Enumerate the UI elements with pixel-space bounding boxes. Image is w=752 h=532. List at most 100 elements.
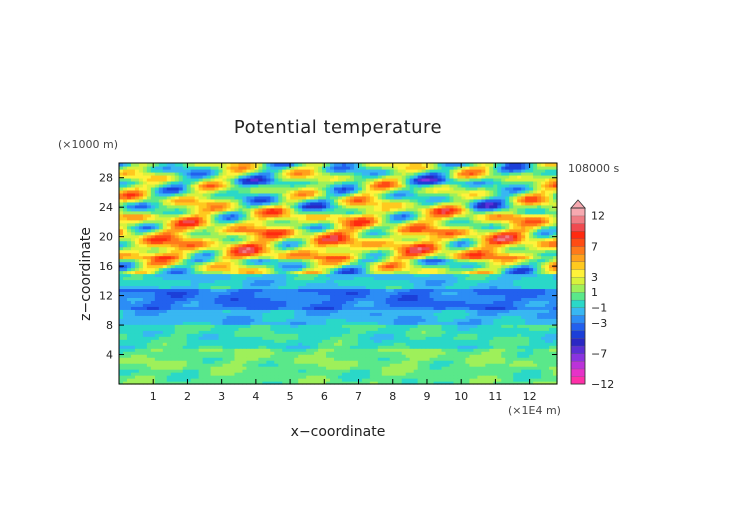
field-cell [365,360,371,364]
field-cell [178,306,184,310]
field-cell [246,282,251,287]
field-cell [409,366,415,370]
field-cell [553,309,558,313]
field-cell [449,249,455,254]
field-cell [345,378,351,382]
field-cell [166,252,172,257]
field-cell [517,318,522,322]
field-cell [477,252,482,257]
field-cell [126,258,132,263]
field-cell [397,306,403,310]
field-cell [138,318,144,322]
field-cell [513,366,518,370]
field-cell [150,363,156,367]
field-cell [119,351,124,355]
field-cell [349,273,355,278]
field-cell [553,270,558,275]
field-cell [330,282,335,287]
field-cell [481,372,486,376]
field-cell [501,342,506,346]
field-cell [126,261,132,266]
field-cell [481,369,486,373]
field-cell [541,339,546,343]
field-cell [449,270,455,275]
field-cell [278,279,283,284]
field-cell [425,261,431,266]
field-cell [533,363,538,367]
field-cell [373,381,379,385]
field-cell [318,258,323,263]
field-cell [345,330,351,334]
field-cell [365,348,371,352]
field-cell [413,369,419,373]
field-cell [549,333,554,337]
field-cell [206,285,212,290]
field-cell [266,255,271,260]
field-cell [194,267,200,272]
field-cell [509,360,514,364]
field-cell [198,273,204,278]
field-cell [369,351,375,355]
field-cell [449,291,455,296]
field-cell [373,357,379,361]
field-cell [373,339,379,343]
field-cell [318,348,323,352]
field-cell [521,360,526,364]
field-cell [413,351,419,355]
field-cell [525,360,530,364]
field-cell [182,306,188,310]
field-cell [218,300,224,304]
field-cell [330,357,335,361]
field-cell [154,321,160,325]
field-cell [158,375,164,379]
field-cell [166,294,172,298]
field-cell [385,342,391,346]
field-cell [429,375,435,379]
field-cell [389,375,395,379]
field-cell [242,372,248,376]
field-cell [541,327,546,331]
field-cell [198,345,204,349]
field-cell [234,276,240,281]
field-cell [409,279,415,284]
field-cell [142,348,148,352]
field-cell [266,369,271,373]
field-cell [537,279,542,284]
field-cell [238,273,244,278]
field-cell [230,273,236,278]
field-cell [254,300,259,304]
field-cell [122,348,128,352]
field-cell [377,279,383,284]
field-cell [425,252,431,257]
field-cell [525,273,530,278]
field-cell [457,312,463,316]
field-cell [278,324,283,328]
field-cell [509,336,514,340]
field-cell [122,312,128,316]
field-cell [334,354,339,358]
field-cell [465,351,470,355]
field-cell [509,366,514,370]
field-cell [126,312,132,316]
field-cell [190,321,196,325]
field-cell [142,300,148,304]
field-cell [194,291,200,296]
field-cell [290,357,295,361]
field-cell [126,363,132,367]
field-cell [389,279,395,284]
field-cell [525,336,530,340]
field-cell [138,267,144,272]
field-cell [517,249,522,254]
field-cell [318,285,323,290]
field-cell [218,318,224,322]
field-cell [250,321,255,325]
field-cell [306,255,311,260]
field-cell [497,363,502,367]
field-cell [242,282,248,287]
field-cell [198,309,204,313]
field-cell [274,351,279,355]
field-cell [142,246,148,251]
field-cell [150,327,156,331]
field-cell [274,252,279,257]
field-cell [130,294,136,298]
